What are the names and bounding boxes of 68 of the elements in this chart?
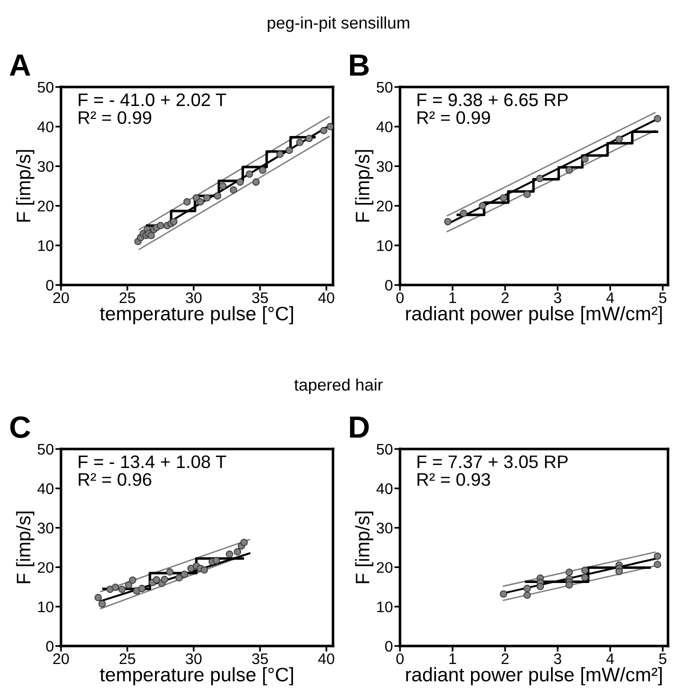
x-tick-label: 30 xyxy=(186,292,202,304)
y-tick-label: 40 xyxy=(37,483,54,494)
x-tick-label: 35 xyxy=(252,292,268,304)
x-tick-label: 20 xyxy=(53,653,69,664)
chart-title: A xyxy=(10,54,30,76)
annotation: R² = 0.96 xyxy=(78,473,152,486)
x-tick-label: 40 xyxy=(318,653,334,664)
y-tick-label: 0 xyxy=(385,640,392,652)
annotation: F = 7.37 + 3.05 RP xyxy=(418,455,568,468)
y-tick-label: 40 xyxy=(376,483,392,494)
x-tick-label: 2 xyxy=(502,653,509,664)
y-tick-label: 50 xyxy=(38,444,54,455)
x-tick-label: 35 xyxy=(252,653,268,664)
annotation: R² = 0.93 xyxy=(418,473,490,486)
y-tick-label: 40 xyxy=(376,121,392,132)
x-tick-label: 5 xyxy=(659,654,666,664)
y-tick-label: 10 xyxy=(377,601,392,612)
x-tick-label: 3 xyxy=(554,653,562,664)
chart-title: C xyxy=(10,416,30,438)
y-tick-label: 50 xyxy=(376,444,392,455)
y-tick-label: 10 xyxy=(38,240,54,252)
y-axis-title: F [imp/s] xyxy=(355,512,374,584)
y-tick-label: 50 xyxy=(376,82,392,93)
x-tick-label: 20 xyxy=(53,292,69,304)
x-axis-title: radiant power pulse [mW/cm²] xyxy=(406,306,662,324)
x-tick-label: 5 xyxy=(659,292,666,304)
x-tick-label: 0 xyxy=(396,292,404,304)
x-tick-label: 3 xyxy=(554,292,562,304)
x-tick-label: 4 xyxy=(606,654,614,664)
x-tick-label: 4 xyxy=(606,292,614,304)
y-tick-label: 0 xyxy=(46,280,54,291)
y-tick-label: 10 xyxy=(38,601,54,612)
y-tick-label: 0 xyxy=(46,640,54,652)
chart-subtitle: tapered hair xyxy=(294,378,383,394)
annotation: R² = 0.99 xyxy=(418,111,490,124)
x-axis-title: radiant power pulse [mW/cm²] xyxy=(406,667,662,686)
annotation: F = 9.38 + 6.65 RP xyxy=(418,93,568,106)
x-tick-label: 30 xyxy=(186,653,202,664)
y-tick-label: 20 xyxy=(38,200,54,212)
y-tick-label: 0 xyxy=(385,280,392,291)
y-tick-label: 30 xyxy=(38,161,54,172)
chart-subtitle: peg-in-pit sensillum xyxy=(268,16,410,32)
x-tick-label: 25 xyxy=(120,292,136,304)
x-tick-label: 1 xyxy=(449,654,456,664)
y-tick-label: 10 xyxy=(377,240,392,252)
y-tick-label: 40 xyxy=(37,121,54,132)
y-tick-label: 20 xyxy=(376,200,392,212)
annotation: F = - 13.4 + 1.08 T xyxy=(78,455,226,468)
x-tick-label: 1 xyxy=(449,292,456,304)
chart-title: D xyxy=(350,416,369,438)
y-axis-title: F [imp/s] xyxy=(355,150,374,222)
y-axis-title: F [imp/s] xyxy=(16,150,34,222)
x-tick-label: 40 xyxy=(318,292,334,304)
chart-title: B xyxy=(350,54,369,76)
y-tick-label: 30 xyxy=(376,161,392,172)
x-tick-label: 25 xyxy=(120,653,136,664)
x-axis-title: temperature pulse [°C] xyxy=(100,306,293,324)
y-tick-label: 50 xyxy=(38,82,54,93)
y-tick-label: 20 xyxy=(38,562,54,573)
y-tick-label: 20 xyxy=(376,562,392,573)
annotation: F = - 41.0 + 2.02 T xyxy=(78,93,226,106)
x-tick-label: 2 xyxy=(502,292,509,304)
x-tick-label: 0 xyxy=(396,653,404,664)
x-axis-title: temperature pulse [°C] xyxy=(100,667,293,686)
annotation: R² = 0.99 xyxy=(78,111,152,124)
y-tick-label: 30 xyxy=(376,522,392,534)
y-tick-label: 30 xyxy=(38,522,54,534)
y-axis-title: F [imp/s] xyxy=(16,512,34,584)
